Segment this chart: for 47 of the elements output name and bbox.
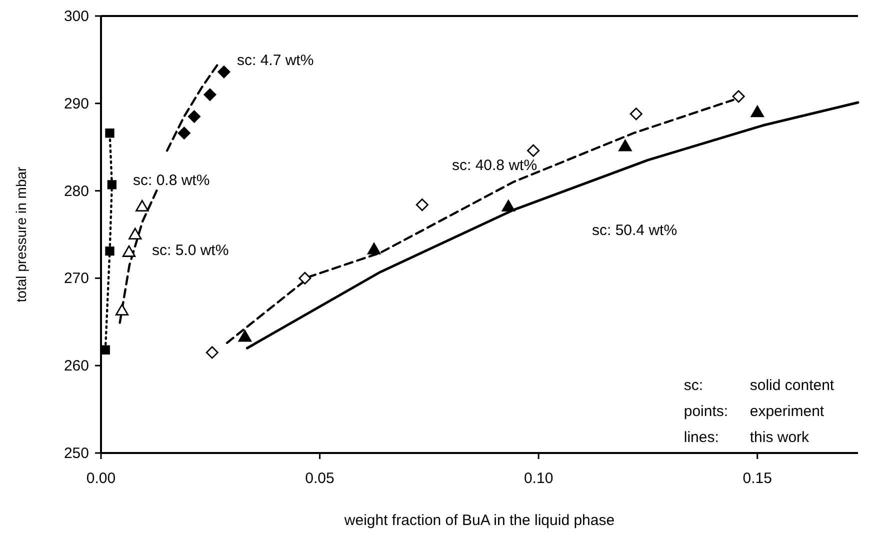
point (750, 106, 764, 118)
point (105, 246, 114, 256)
point (107, 180, 117, 190)
point (367, 242, 381, 254)
point (618, 140, 632, 152)
annotation: sc: 40.8 wt% (452, 157, 538, 174)
y-axis-title: total pressure in mbar (13, 166, 29, 302)
point (115, 304, 129, 316)
y-tick-label: 290 (64, 95, 89, 112)
y-tick-label: 250 (64, 445, 89, 462)
point (122, 245, 136, 257)
point (188, 110, 200, 123)
point (128, 228, 142, 240)
point (204, 88, 216, 101)
x-tick-label: 0.10 (524, 470, 554, 487)
annotation: sc: 4.7 wt% (237, 52, 314, 69)
annotation: points: (684, 403, 728, 420)
x-tick-label: 0.00 (86, 470, 116, 487)
point (136, 200, 149, 212)
annotation: sc: (684, 377, 704, 394)
annotation: solid content (750, 377, 835, 394)
annotation: sc: 50.4 wt% (592, 222, 678, 239)
point (630, 108, 642, 120)
annotation: this work (750, 429, 810, 446)
annotation: experiment (750, 403, 825, 420)
annotation: sc: 0.8 wt% (133, 172, 210, 189)
y-tick-label: 280 (64, 182, 89, 200)
line-series (166, 61, 220, 152)
point (416, 198, 428, 212)
point (218, 66, 230, 78)
x-axis-title: weight fraction of BuA in the liquid phase (343, 512, 615, 529)
point (527, 144, 540, 157)
point (178, 126, 190, 140)
y-tick-label: 260 (64, 358, 89, 375)
annotation: lines: (684, 429, 719, 446)
y-tick-label: 270 (64, 270, 89, 288)
y-tick-label: 300 (64, 8, 89, 25)
line-series (246, 101, 860, 350)
point (502, 200, 515, 212)
point (105, 128, 114, 138)
x-tick-label: 0.05 (305, 470, 334, 487)
point (238, 330, 252, 342)
point (732, 90, 745, 103)
x-tick-label: 0.15 (742, 470, 772, 487)
annotation: sc: 5.0 wt% (152, 242, 229, 259)
point (298, 272, 312, 284)
point (206, 346, 218, 359)
